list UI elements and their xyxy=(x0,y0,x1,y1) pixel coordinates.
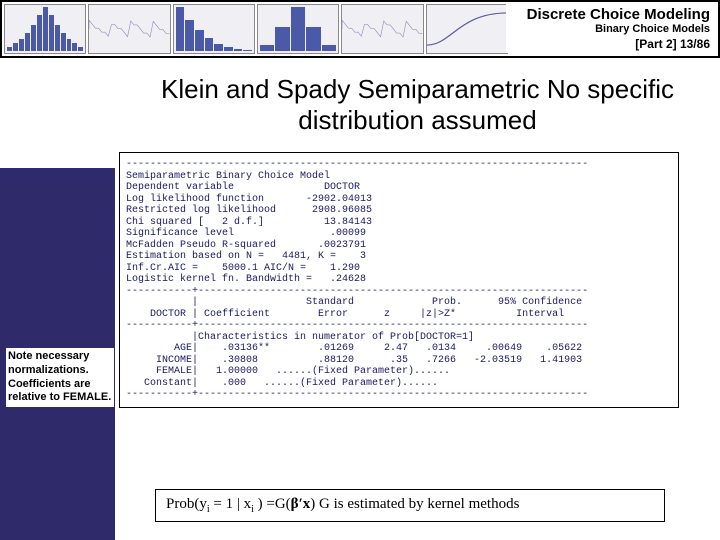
slide-title: Klein and Spady Semiparametric No specif… xyxy=(133,74,702,136)
mini-chart xyxy=(341,4,423,54)
mini-chart xyxy=(88,4,170,54)
slide-header: Discrete Choice Modeling Binary Choice M… xyxy=(0,0,720,58)
formula-box: Prob(yi = 1 | xi ) =G(β′x) G is estimate… xyxy=(155,489,665,522)
mini-chart xyxy=(173,4,255,54)
mini-chart xyxy=(426,4,508,54)
mini-chart xyxy=(257,4,339,54)
left-sidebar: Note necessary normalizations. Coefficie… xyxy=(0,58,115,540)
mini-chart xyxy=(4,4,86,54)
slide-body: Note necessary normalizations. Coefficie… xyxy=(0,58,720,540)
side-note: Note necessary normalizations. Coefficie… xyxy=(6,348,114,407)
course-title: Discrete Choice Modeling xyxy=(510,6,710,23)
regression-output: ----------------------------------------… xyxy=(119,152,679,408)
slide-number: [Part 2] 13/86 xyxy=(510,37,710,51)
course-subtitle: Binary Choice Models xyxy=(510,23,710,35)
header-text-block: Discrete Choice Modeling Binary Choice M… xyxy=(506,4,714,53)
header-chart-strip xyxy=(2,2,510,56)
main-content: Klein and Spady Semiparametric No specif… xyxy=(115,58,720,540)
